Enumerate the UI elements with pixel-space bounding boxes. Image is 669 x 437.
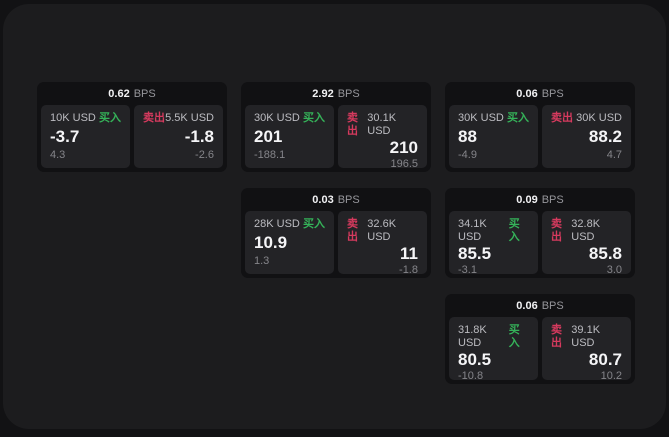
buy-panel[interactable]: 34.1K USD 买入 85.5 -3.1: [449, 211, 538, 276]
sell-panel[interactable]: 卖出 30.1K USD 210 196.5: [338, 105, 427, 170]
buy-price: 201: [254, 127, 283, 146]
sell-side-label: 卖出: [551, 218, 562, 243]
buy-side-label: 买入: [508, 218, 520, 243]
bps-unit-label: BPS: [541, 87, 564, 100]
sell-sub-value: -1.8: [399, 264, 418, 276]
card-header: 0.03 BPS: [245, 188, 427, 211]
sell-side-label: 卖出: [143, 112, 165, 124]
quote-card: 0.03 BPS 28K USD 买入 10.9 1.3 卖出 32.6K US…: [241, 188, 431, 278]
card-header: 0.06 BPS: [449, 82, 631, 105]
quote-card: 2.92 BPS 30K USD 买入 201 -188.1 卖出 30.1K …: [241, 82, 431, 172]
sell-price: 210: [389, 138, 418, 157]
buy-panel[interactable]: 30K USD 买入 201 -188.1: [245, 105, 334, 168]
quote-card: 0.06 BPS 30K USD 买入 88 -4.9 卖出 30K USD 8…: [445, 82, 635, 172]
quote-panels: 30K USD 买入 88 -4.9 卖出 30K USD 88.2 4.7: [449, 105, 631, 168]
sell-price: -1.8: [184, 127, 214, 146]
bps-value: 0.09: [516, 193, 538, 206]
quote-panels: 34.1K USD 买入 85.5 -3.1 卖出 32.8K USD 85.8…: [449, 211, 631, 276]
buy-size-label: 31.8K USD: [458, 324, 487, 349]
sell-size-label: 32.8K USD: [571, 218, 601, 243]
sell-panel[interactable]: 卖出 30K USD 88.2 4.7: [542, 105, 631, 168]
sell-price: 88.2: [588, 127, 622, 146]
sell-sub-value: 196.5: [390, 158, 418, 170]
buy-side-label: 买入: [303, 112, 325, 124]
sell-sub-value: 10.2: [600, 370, 622, 382]
card-header: 0.62 BPS: [41, 82, 223, 105]
sell-size-label: 30.1K USD: [367, 112, 397, 137]
sell-panel[interactable]: 卖出 32.6K USD 11 -1.8: [338, 211, 427, 276]
card-header: 2.92 BPS: [245, 82, 427, 105]
sell-panel[interactable]: 卖出 32.8K USD 85.8 3.0: [542, 211, 631, 276]
quote-card: 0.06 BPS 31.8K USD 买入 80.5 -10.8 卖出 39.1…: [445, 294, 635, 384]
buy-side-label: 买入: [303, 218, 325, 230]
quote-card: 0.62 BPS 10K USD 买入 -3.7 4.3 卖出 5.5K USD…: [37, 82, 227, 172]
buy-price: 88: [458, 127, 477, 146]
quote-panels: 10K USD 买入 -3.7 4.3 卖出 5.5K USD -1.8 -2.…: [41, 105, 223, 168]
sell-size-label: 32.6K USD: [367, 218, 397, 243]
card-header: 0.06 BPS: [449, 294, 631, 317]
buy-side-label: 买入: [99, 112, 121, 124]
bps-value: 0.06: [516, 299, 538, 312]
buy-panel[interactable]: 30K USD 买入 88 -4.9: [449, 105, 538, 168]
quote-panels: 31.8K USD 买入 80.5 -10.8 卖出 39.1K USD 80.…: [449, 317, 631, 382]
buy-panel[interactable]: 31.8K USD 买入 80.5 -10.8: [449, 317, 538, 382]
buy-size-label: 28K USD: [254, 218, 300, 230]
sell-price: 11: [400, 244, 418, 263]
sell-panel[interactable]: 卖出 5.5K USD -1.8 -2.6: [134, 105, 223, 168]
bps-unit-label: BPS: [337, 87, 360, 100]
card-header: 0.09 BPS: [449, 188, 631, 211]
buy-sub-value: -188.1: [254, 149, 286, 161]
buy-panel[interactable]: 28K USD 买入 10.9 1.3: [245, 211, 334, 274]
buy-side-label: 买入: [508, 324, 520, 349]
quote-panels: 30K USD 买入 201 -188.1 卖出 30.1K USD 210 1…: [245, 105, 427, 170]
buy-panel[interactable]: 10K USD 买入 -3.7 4.3: [41, 105, 130, 168]
sell-sub-value: -2.6: [195, 149, 214, 161]
bps-value: 0.62: [108, 87, 130, 100]
sell-size-label: 39.1K USD: [571, 324, 601, 349]
bps-value: 0.06: [516, 87, 538, 100]
sell-size-label: 30K USD: [576, 112, 622, 124]
sell-panel[interactable]: 卖出 39.1K USD 80.7 10.2: [542, 317, 631, 382]
buy-price: 80.5: [458, 350, 492, 369]
bps-value: 0.03: [312, 193, 334, 206]
sell-price: 80.7: [588, 350, 622, 369]
bps-unit-label: BPS: [337, 193, 360, 206]
app-window: 0.62 BPS 10K USD 买入 -3.7 4.3 卖出 5.5K USD…: [3, 4, 666, 429]
sell-side-label: 卖出: [347, 218, 358, 243]
bps-unit-label: BPS: [133, 87, 156, 100]
buy-sub-value: -3.1: [458, 264, 477, 276]
buy-sub-value: -10.8: [458, 370, 484, 382]
bps-unit-label: BPS: [541, 299, 564, 312]
buy-size-label: 30K USD: [254, 112, 300, 124]
sell-side-label: 卖出: [551, 324, 562, 349]
sell-side-label: 卖出: [347, 112, 358, 137]
sell-size-label: 5.5K USD: [165, 112, 214, 124]
buy-sub-value: -4.9: [458, 149, 477, 161]
sell-price: 85.8: [588, 244, 622, 263]
bps-unit-label: BPS: [541, 193, 564, 206]
quote-card: 0.09 BPS 34.1K USD 买入 85.5 -3.1 卖出 32.8K…: [445, 188, 635, 278]
sell-side-label: 卖出: [551, 112, 573, 124]
buy-sub-value: 1.3: [254, 255, 270, 267]
buy-sub-value: 4.3: [50, 149, 66, 161]
buy-size-label: 30K USD: [458, 112, 504, 124]
buy-side-label: 买入: [507, 112, 529, 124]
buy-size-label: 10K USD: [50, 112, 96, 124]
quote-panels: 28K USD 买入 10.9 1.3 卖出 32.6K USD 11 -1.8: [245, 211, 427, 276]
sell-sub-value: 3.0: [606, 264, 622, 276]
buy-price: 10.9: [254, 233, 288, 252]
buy-price: 85.5: [458, 244, 492, 263]
buy-size-label: 34.1K USD: [458, 218, 487, 243]
sell-sub-value: 4.7: [606, 149, 622, 161]
buy-price: -3.7: [50, 127, 80, 146]
bps-value: 2.92: [312, 87, 334, 100]
